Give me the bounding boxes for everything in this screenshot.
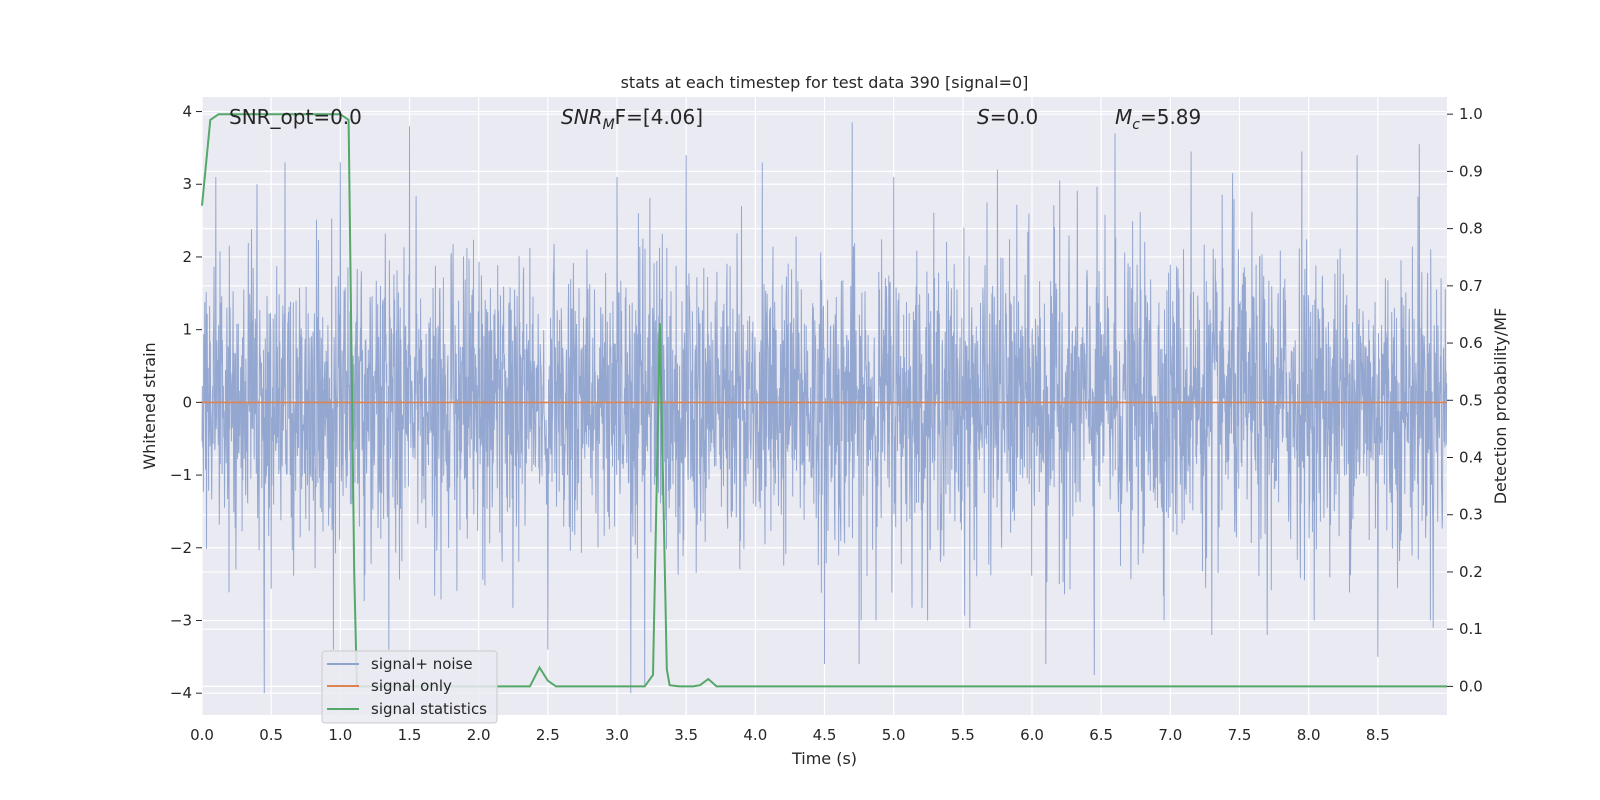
x-tick-label: 0.5 — [259, 726, 283, 744]
x-tick-label: 8.0 — [1297, 726, 1321, 744]
legend-label-signal-only: signal only — [371, 677, 452, 695]
legend-label-signal-statistics: signal statistics — [371, 700, 487, 718]
y-right-tick-label: 0.0 — [1459, 677, 1483, 695]
series-lines — [201, 113, 1447, 688]
x-tick-label: 5.5 — [951, 726, 975, 744]
y-right-tick-label: 0.5 — [1459, 391, 1483, 409]
y-right-tick-label: 0.3 — [1459, 506, 1483, 524]
y-ticks-right: 1.0 0.9 0.8 0.7 0.6 0.5 0.4 0.3 0.2 0.1 0.0 — [1447, 105, 1483, 695]
y-tick-label: 0 — [182, 393, 192, 411]
chart-title: stats at each timestep for test data 390… — [621, 73, 1029, 92]
y-right-tick-label: 1.0 — [1459, 105, 1483, 123]
y-right-tick-label: 0.4 — [1459, 449, 1483, 467]
x-tick-label: 1.0 — [328, 726, 352, 744]
x-tick-label: 2.5 — [536, 726, 560, 744]
y-tick-label: 1 — [182, 321, 192, 339]
x-tick-label: 7.0 — [1158, 726, 1182, 744]
annotation-mc: Mc=5.89 — [1115, 105, 1201, 133]
y-tick-label: 2 — [182, 248, 192, 266]
x-tick-label: 7.5 — [1228, 726, 1252, 744]
y-right-tick-label: 0.7 — [1459, 277, 1483, 295]
y-tick-label: −1 — [170, 466, 192, 484]
y-tick-label: −3 — [170, 611, 192, 629]
x-tick-label: 5.0 — [882, 726, 906, 744]
x-axis-label: Time (s) — [791, 749, 857, 768]
y-tick-label: −4 — [170, 684, 192, 702]
y-right-tick-label: 0.9 — [1459, 162, 1483, 180]
x-ticks: 0.0 0.5 1.0 1.5 2.0 2.5 3.0 3.5 4.0 4.5 5.0 5.5 6.0 6… — [190, 726, 1390, 744]
y-right-tick-label: 0.6 — [1459, 334, 1483, 352]
x-tick-label: 3.0 — [605, 726, 629, 744]
x-tick-label: 0.0 — [190, 726, 214, 744]
x-tick-label: 2.0 — [467, 726, 491, 744]
y-right-tick-label: 0.8 — [1459, 220, 1483, 238]
y-tick-label: 4 — [182, 103, 192, 121]
x-tick-label: 4.5 — [813, 726, 837, 744]
x-tick-label: 8.5 — [1366, 726, 1390, 744]
series-signal-noise — [201, 122, 1448, 694]
y-ticks-left: 4 3 2 1 0 −1 −2 −3 −4 — [170, 103, 202, 702]
x-tick-label: 3.5 — [674, 726, 698, 744]
y-axis-label-left: Whitened strain — [140, 342, 159, 469]
legend: signal+ noise signal only signal statist… — [321, 650, 498, 724]
y-right-tick-label: 0.1 — [1459, 620, 1483, 638]
x-tick-label: 6.5 — [1089, 726, 1113, 744]
x-tick-label: 4.0 — [743, 726, 767, 744]
legend-box — [321, 650, 498, 724]
annotation-snr-opt: SNR_opt=0.0 — [229, 105, 362, 129]
legend-label-signal-noise: signal+ noise — [371, 655, 473, 673]
signal-statistics-line — [201, 113, 1447, 688]
y-tick-label: −2 — [170, 539, 192, 557]
signal-noise-line — [201, 122, 1448, 694]
y-axis-label-right: Detection probability/MF — [1491, 308, 1510, 505]
x-tick-label: 1.5 — [398, 726, 422, 744]
annotation-s: S=0.0 — [977, 105, 1038, 129]
annotation-snr-mf: SNRMF=[4.06] — [561, 105, 703, 133]
y-right-tick-label: 0.2 — [1459, 563, 1483, 581]
x-tick-label: 6.0 — [1020, 726, 1044, 744]
y-tick-label: 3 — [182, 175, 192, 193]
